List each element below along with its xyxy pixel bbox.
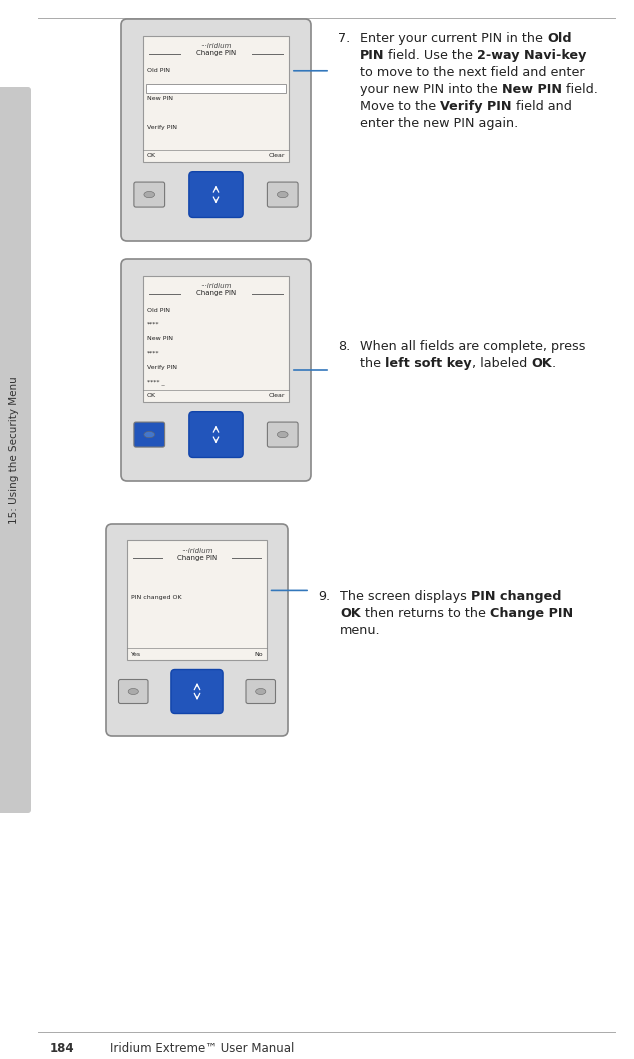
FancyBboxPatch shape: [246, 680, 276, 703]
Text: field and: field and: [512, 100, 571, 113]
Text: field. Use the: field. Use the: [384, 49, 477, 62]
Ellipse shape: [128, 688, 138, 695]
Text: New PIN: New PIN: [147, 337, 173, 341]
Text: 9.: 9.: [318, 590, 330, 603]
Text: PIN: PIN: [360, 49, 384, 62]
Ellipse shape: [144, 431, 155, 437]
Text: , labeled: , labeled: [472, 357, 531, 370]
Text: Move to the: Move to the: [360, 100, 440, 113]
Text: When all fields are complete, press: When all fields are complete, press: [360, 340, 586, 353]
Text: Change PIN: Change PIN: [489, 607, 573, 620]
Text: **** _: **** _: [147, 379, 165, 384]
Text: ****: ****: [147, 322, 160, 327]
Text: PIN changed OK: PIN changed OK: [131, 595, 182, 600]
Text: to move to the next field and enter: to move to the next field and enter: [360, 66, 585, 79]
Text: 7.: 7.: [338, 32, 350, 44]
FancyBboxPatch shape: [119, 680, 148, 703]
FancyBboxPatch shape: [171, 669, 223, 714]
Text: the: the: [360, 357, 385, 370]
Text: 2-way Navi-key: 2-way Navi-key: [477, 49, 586, 62]
Text: ···iridium: ···iridium: [181, 548, 213, 554]
Text: New PIN: New PIN: [501, 83, 562, 96]
FancyBboxPatch shape: [146, 84, 286, 93]
FancyBboxPatch shape: [106, 524, 288, 736]
Text: OK: OK: [147, 393, 156, 398]
Text: OK: OK: [340, 607, 361, 620]
Text: field.: field.: [562, 83, 598, 96]
Text: ···iridium: ···iridium: [200, 43, 232, 50]
Text: Change PIN: Change PIN: [196, 290, 236, 297]
FancyBboxPatch shape: [268, 182, 298, 208]
Text: OK: OK: [531, 357, 552, 370]
FancyBboxPatch shape: [121, 259, 311, 481]
FancyBboxPatch shape: [143, 36, 289, 162]
Text: Old PIN: Old PIN: [147, 68, 170, 73]
Text: Enter your current PIN in the: Enter your current PIN in the: [360, 32, 547, 44]
Text: Change PIN: Change PIN: [196, 51, 236, 56]
FancyBboxPatch shape: [268, 423, 298, 447]
Text: menu.: menu.: [340, 624, 380, 638]
FancyBboxPatch shape: [121, 19, 311, 241]
FancyBboxPatch shape: [189, 172, 243, 217]
Text: ****: ****: [147, 351, 160, 356]
Text: ···iridium: ···iridium: [200, 284, 232, 289]
FancyBboxPatch shape: [143, 275, 289, 401]
Ellipse shape: [278, 431, 288, 437]
Text: Verify PIN: Verify PIN: [440, 100, 512, 113]
FancyBboxPatch shape: [134, 423, 165, 447]
Text: 8.: 8.: [338, 340, 350, 353]
Text: enter the new PIN again.: enter the new PIN again.: [360, 116, 518, 130]
Text: 15: Using the Security Menu: 15: Using the Security Menu: [9, 376, 19, 524]
Ellipse shape: [256, 688, 266, 695]
Text: .: .: [552, 357, 555, 370]
FancyBboxPatch shape: [0, 87, 31, 813]
Text: Old: Old: [547, 32, 571, 44]
Text: your new PIN into the: your new PIN into the: [360, 83, 501, 96]
Text: No: No: [254, 651, 262, 657]
Text: Change PIN: Change PIN: [177, 555, 217, 561]
Text: Verify PIN: Verify PIN: [147, 125, 177, 130]
Text: then returns to the: then returns to the: [361, 607, 489, 620]
Text: Yes: Yes: [131, 651, 141, 657]
Text: OK: OK: [147, 152, 156, 158]
FancyBboxPatch shape: [127, 540, 267, 660]
FancyBboxPatch shape: [134, 182, 165, 208]
Text: Clear: Clear: [268, 393, 285, 398]
Ellipse shape: [278, 192, 288, 198]
Text: Iridium Extreme™ User Manual: Iridium Extreme™ User Manual: [110, 1041, 294, 1055]
Text: PIN changed: PIN changed: [471, 590, 561, 603]
Text: 184: 184: [50, 1041, 75, 1055]
Text: Verify PIN: Verify PIN: [147, 365, 177, 370]
Text: New PIN: New PIN: [147, 96, 173, 102]
Ellipse shape: [144, 192, 155, 198]
Text: Clear: Clear: [268, 152, 285, 158]
Text: left soft key: left soft key: [385, 357, 472, 370]
Text: Old PIN: Old PIN: [147, 307, 170, 312]
Text: The screen displays: The screen displays: [340, 590, 471, 603]
FancyBboxPatch shape: [189, 412, 243, 457]
